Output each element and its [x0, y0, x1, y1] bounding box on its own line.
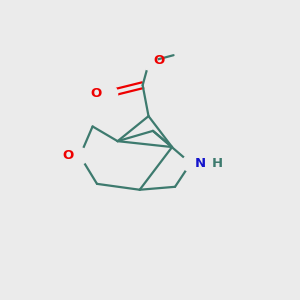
Text: O: O — [154, 54, 165, 67]
Circle shape — [141, 53, 158, 70]
Circle shape — [182, 155, 199, 172]
Text: H: H — [212, 157, 223, 170]
Text: N: N — [195, 157, 206, 170]
Circle shape — [101, 85, 118, 102]
Text: O: O — [63, 149, 74, 162]
Text: O: O — [91, 87, 102, 100]
Circle shape — [72, 148, 88, 164]
